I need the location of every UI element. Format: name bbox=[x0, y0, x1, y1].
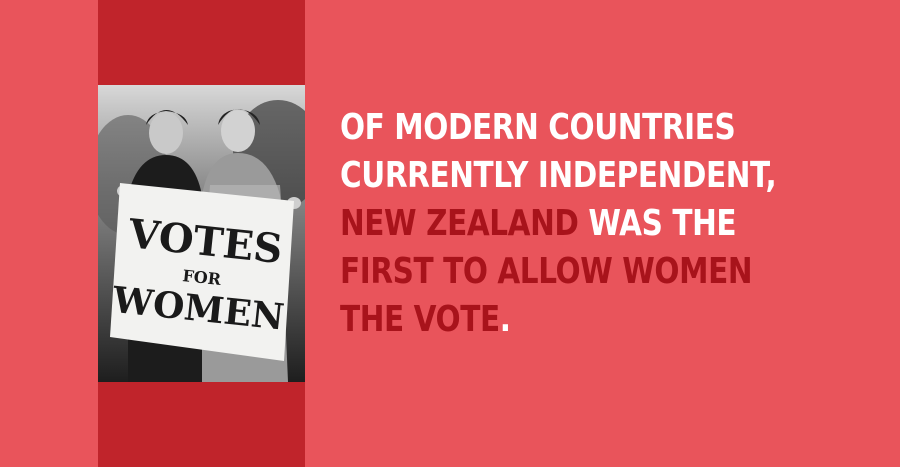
suffragettes-photo: VOTES FOR WOMEN bbox=[98, 85, 305, 382]
headline-line-3-rest: WAS THE bbox=[578, 203, 737, 244]
headline-line-4: FIRST TO ALLOW WOMEN bbox=[340, 251, 753, 292]
highlight-new-zealand: NEW ZEALAND bbox=[340, 203, 579, 244]
photo-illustration: VOTES FOR WOMEN bbox=[98, 85, 305, 382]
woman-left-face bbox=[149, 112, 183, 154]
headline-line-5: THE VOTE. bbox=[340, 296, 783, 344]
votes-for-women-sign bbox=[110, 183, 294, 361]
headline-line-3: NEW ZEALAND WAS THE bbox=[340, 200, 783, 248]
sign-line-for: FOR bbox=[182, 266, 223, 289]
highlight-the-vote: THE VOTE bbox=[340, 299, 500, 340]
headline-line-1: OF MODERN COUNTRIES bbox=[340, 107, 736, 148]
woman-right-face bbox=[221, 110, 255, 152]
headline-text: OF MODERN COUNTRIES CURRENTLY INDEPENDEN… bbox=[340, 104, 880, 344]
headline-line-2: CURRENTLY INDEPENDENT, bbox=[340, 155, 777, 196]
headline-period: . bbox=[499, 299, 511, 340]
